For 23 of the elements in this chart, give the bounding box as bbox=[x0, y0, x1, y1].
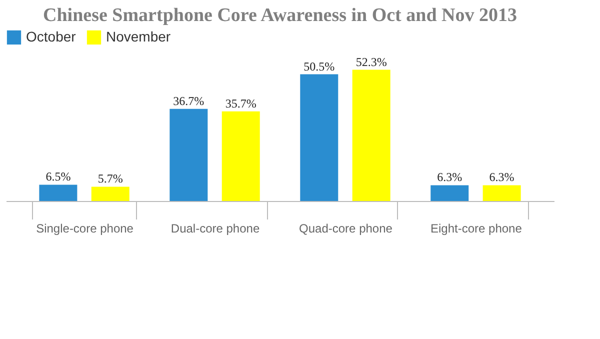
data-label: 6.3% bbox=[489, 170, 514, 184]
bar bbox=[39, 184, 78, 201]
data-label: 52.3% bbox=[356, 54, 387, 69]
x-tick-label: Dual-core phone bbox=[170, 222, 260, 236]
legend-label: October bbox=[26, 28, 76, 44]
x-tick-label: Quad-core phone bbox=[299, 222, 393, 236]
data-label: 6.5% bbox=[46, 170, 71, 184]
legend-label: November bbox=[106, 28, 171, 44]
bar bbox=[170, 108, 208, 201]
x-tick-label: Single-core phone bbox=[36, 222, 134, 236]
bar bbox=[91, 186, 130, 201]
x-tick-label: Eight-core phone bbox=[430, 222, 522, 236]
data-label: 6.3% bbox=[437, 170, 462, 184]
bar bbox=[300, 74, 338, 201]
data-label: 35.7% bbox=[225, 96, 256, 110]
bar bbox=[430, 185, 469, 201]
data-label: 50.5% bbox=[304, 59, 335, 74]
bar bbox=[482, 185, 521, 201]
bar bbox=[222, 111, 260, 201]
chart-title: Chinese Smartphone Core Awareness in Oct and Nov 2013 bbox=[43, 5, 517, 26]
data-label: 36.7% bbox=[173, 94, 204, 108]
data-label: 5.7% bbox=[98, 172, 123, 186]
bar bbox=[352, 70, 390, 201]
